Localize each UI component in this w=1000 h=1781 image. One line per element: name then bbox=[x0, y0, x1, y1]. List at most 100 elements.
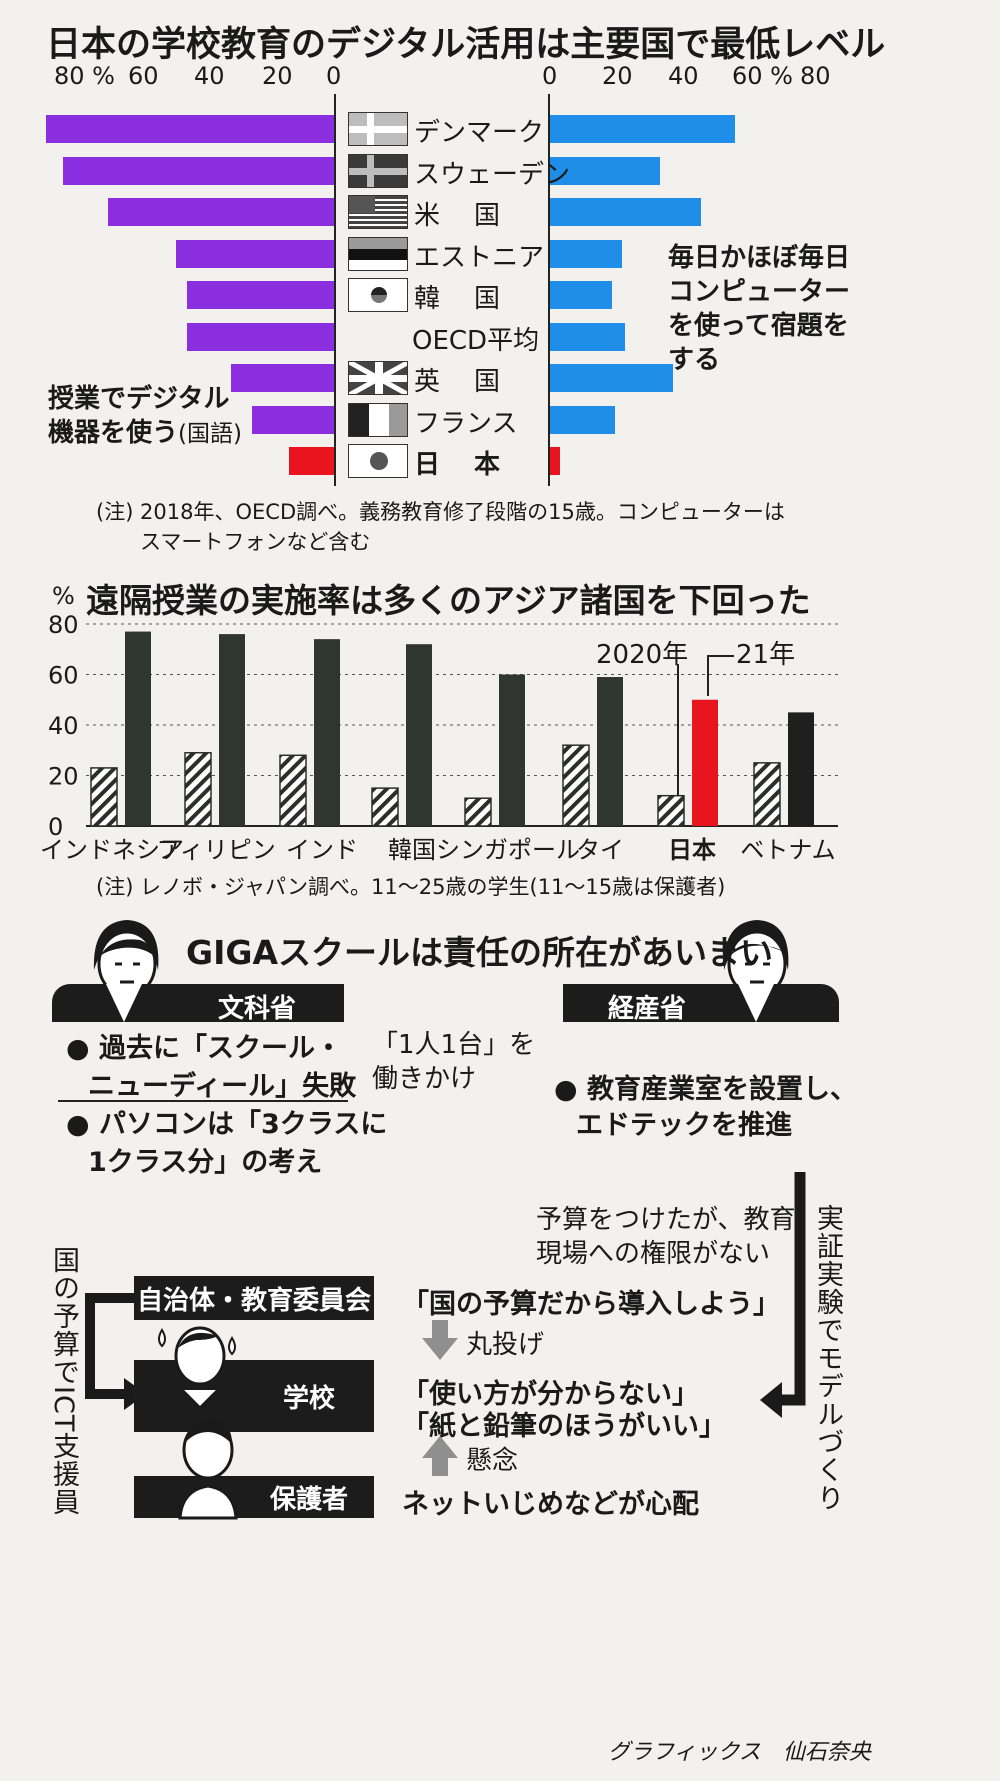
monka-bullet-1: ● 過去に「スクール・ ニューディール」失敗 bbox=[66, 1030, 356, 1106]
bar-2020-1 bbox=[184, 752, 212, 827]
budget-line1: 予算をつけたが、教育 bbox=[536, 1205, 796, 1235]
center-text: 「1人1台」を 働きかけ bbox=[372, 1028, 535, 1096]
section3-title: GIGAスクールは責任の所在があいまい bbox=[186, 933, 773, 972]
left-tick-2: 40 bbox=[194, 62, 225, 90]
flag-icon-2 bbox=[348, 195, 408, 229]
right-bar-4 bbox=[550, 281, 612, 309]
monka-b2-l2: 1クラス分」の考え bbox=[88, 1147, 323, 1178]
kenen-label: 懸念 bbox=[466, 1446, 519, 1476]
hogosha-box: 保護者 bbox=[134, 1476, 374, 1518]
bar-21-6 bbox=[692, 699, 718, 826]
flag-icon-3 bbox=[348, 236, 408, 271]
bar-21-7 bbox=[788, 712, 814, 826]
bar-2020-3 bbox=[371, 787, 399, 827]
ytick-2: 40 bbox=[48, 712, 79, 740]
chart1-left-baseline bbox=[334, 94, 336, 486]
chart1-right-series-label: 毎日かほぼ毎日 コンピューター を使って宿題を する bbox=[668, 241, 850, 377]
country-label-2: 米国 bbox=[414, 201, 535, 231]
teacher-icon bbox=[158, 1326, 236, 1411]
quote-3: 「紙と鉛筆のほうがいい」 bbox=[402, 1411, 726, 1442]
country-label-4: 韓国 bbox=[414, 284, 535, 314]
flag-icon-7 bbox=[348, 402, 408, 437]
right-bar-7 bbox=[550, 405, 616, 434]
left-tick-3: 20 bbox=[262, 62, 293, 90]
left-vertical-label: 国の予算でICT支援員 bbox=[48, 1246, 79, 1517]
chart1-title: 日本の学校教育のデジタル活用は主要国で最低レベル bbox=[46, 25, 886, 65]
left-bar-3 bbox=[176, 239, 334, 268]
right-bar-6 bbox=[550, 364, 674, 392]
left-bar-4 bbox=[186, 281, 334, 309]
legend-2020: 2020年 bbox=[596, 640, 689, 670]
ytick-1: 60 bbox=[48, 662, 79, 690]
flag-icon-0 bbox=[348, 112, 408, 146]
country-label-6: 英国 bbox=[414, 367, 535, 397]
right-tick-4: 80 bbox=[800, 62, 831, 90]
left-bar-0 bbox=[45, 115, 334, 143]
chart2-title: 遠隔授業の実施率は多くのアジア諸国を下回った bbox=[86, 581, 811, 620]
keisan-suit bbox=[563, 984, 839, 1022]
up-arrow-icon bbox=[422, 1436, 458, 1476]
monka-suit bbox=[52, 984, 344, 1022]
right-bar-2 bbox=[550, 198, 701, 226]
jichitai-box: 自治体・教育委員会 bbox=[134, 1276, 374, 1320]
country-label-1: スウェーデン bbox=[414, 159, 571, 190]
left-bar-6 bbox=[231, 364, 334, 392]
category-label-2: インド bbox=[286, 836, 358, 864]
monka-b2-l1: パソコンは「3クラスに bbox=[98, 1109, 388, 1140]
country-label-5: OECD平均 bbox=[412, 325, 540, 356]
monka-b1-l2: ニューディール」失敗 bbox=[88, 1071, 357, 1102]
right-vertical-label: 実証実験でモデルづくり bbox=[812, 1204, 843, 1512]
down-arrow-icon bbox=[422, 1320, 458, 1360]
chart1-note: (注) 2018年、OECD調べ。義務教育修了段階の15歳。コンピューターは ス… bbox=[96, 497, 785, 557]
monka-person-icon bbox=[93, 920, 159, 998]
legend-leaders bbox=[677, 655, 734, 796]
chart1-right-baseline bbox=[548, 94, 550, 486]
center-line1: 「1人1台」を bbox=[372, 1030, 536, 1060]
bar-2020-5 bbox=[562, 744, 590, 827]
keisan-label: 経産省 bbox=[608, 994, 687, 1024]
keisan-person-icon bbox=[723, 920, 789, 998]
category-label-4: シンガポール bbox=[436, 836, 580, 864]
right-bar-0 bbox=[550, 115, 736, 143]
right-label-line1: 毎日かほぼ毎日 bbox=[668, 243, 851, 273]
flag-icon-4 bbox=[348, 278, 408, 312]
right-tick-1: 20 bbox=[602, 62, 633, 90]
monka-bullet-2: ● パソコンは「3クラスに 1クラス分」の考え bbox=[66, 1106, 387, 1182]
right-label-line3: を使って宿題を bbox=[668, 311, 849, 341]
right-tick-2: 40 bbox=[668, 62, 699, 90]
left-bar-7 bbox=[251, 405, 334, 434]
category-label-5: タイ bbox=[576, 836, 624, 864]
bar-2020-0 bbox=[90, 767, 118, 827]
keisan-b-l1: 教育産業室を設置し、 bbox=[586, 1074, 857, 1105]
budget-line2: 現場への権限がない bbox=[536, 1239, 771, 1269]
category-label-0: インドネシア bbox=[40, 836, 184, 864]
right-arrow bbox=[760, 1172, 806, 1418]
left-tick-4: 0 bbox=[326, 62, 342, 90]
left-label-line1: 授業でデジタル bbox=[48, 384, 230, 414]
right-label-line4: する bbox=[668, 345, 721, 375]
right-bar-8 bbox=[550, 447, 561, 475]
keisan-bullet: ● 教育産業室を設置し、 エドテックを推進 bbox=[554, 1072, 857, 1144]
gakko-box: 学校 bbox=[134, 1360, 374, 1432]
right-tick-3: 60 % bbox=[732, 62, 793, 90]
bar-21-5 bbox=[597, 677, 623, 826]
left-bar-5 bbox=[186, 322, 334, 351]
monka-b1-l1: 過去に「スクール・ bbox=[98, 1033, 342, 1064]
chart1-note-line2: スマートフォンなど含む bbox=[140, 530, 371, 554]
flag-icon-8 bbox=[348, 444, 408, 478]
flag-icon-1 bbox=[348, 153, 408, 188]
monka-label: 文科省 bbox=[218, 994, 297, 1024]
monka-divider bbox=[58, 1100, 348, 1102]
right-bar-3 bbox=[550, 239, 623, 268]
center-line2: 働きかけ bbox=[372, 1064, 477, 1094]
country-label-0: デンマーク bbox=[414, 118, 545, 148]
left-tick-0: 80 % bbox=[54, 62, 115, 90]
left-bar-2 bbox=[107, 198, 334, 226]
left-label-suffix: (国語) bbox=[178, 421, 242, 447]
legend-21: 21年 bbox=[736, 640, 796, 670]
country-label-3: エストニア bbox=[414, 242, 545, 273]
keisan-b-l2: エドテックを推進 bbox=[576, 1110, 792, 1141]
bar-21-1 bbox=[219, 634, 245, 826]
left-bar-1 bbox=[63, 156, 334, 185]
chart2-unit: % bbox=[52, 582, 75, 610]
